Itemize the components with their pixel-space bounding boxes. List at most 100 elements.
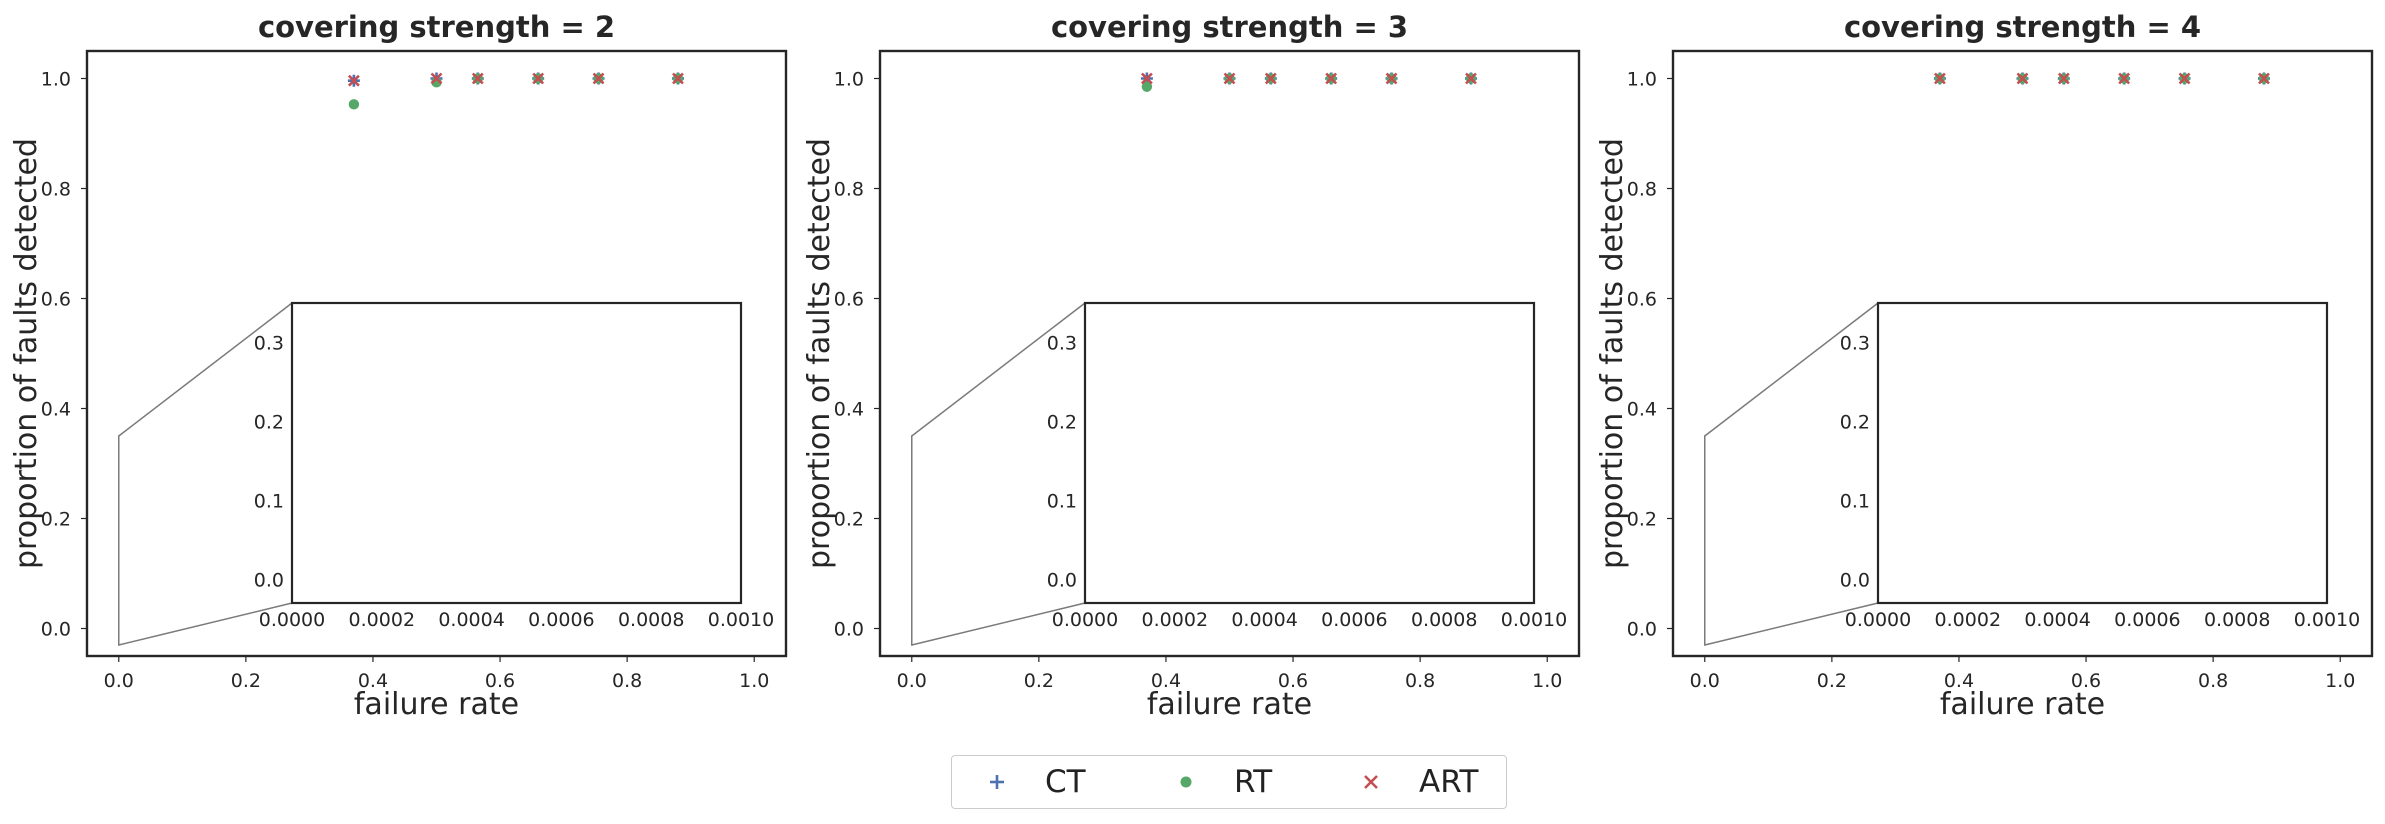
inset-y-tick-label: 0.3 xyxy=(1047,332,1077,354)
panel-title: covering strength = 4 xyxy=(1844,10,2201,44)
inset-frame xyxy=(1876,301,2329,605)
point-art xyxy=(2258,72,2270,85)
inset-y-tick-label: 0.1 xyxy=(1047,490,1077,512)
inset-x-tick-label: 0.0010 xyxy=(708,609,774,631)
plot-frame xyxy=(1671,49,2374,658)
inset-frame xyxy=(290,301,743,605)
point-rt xyxy=(348,99,360,110)
inset-y-tick-label: 0.3 xyxy=(1840,332,1870,354)
plot-frame xyxy=(85,49,788,658)
zoom-connector-top xyxy=(1704,302,1879,437)
inset-x-tick-label: 0.0000 xyxy=(1845,609,1911,631)
x-tick-label: 1.0 xyxy=(2325,670,2355,692)
inset-x-tick-label: 0.0000 xyxy=(1052,609,1118,631)
y-tick-label: 0.8 xyxy=(41,179,71,201)
x-tick-label: 0.2 xyxy=(1817,670,1847,692)
point-art xyxy=(2016,72,2029,85)
inset-y-tick-label: 0.2 xyxy=(1840,411,1870,433)
x-axis-label: failure rate xyxy=(1147,687,1312,722)
point-art xyxy=(347,74,360,87)
inset-y-tick-label: 0.0 xyxy=(1840,569,1870,591)
inset-x-tick-label: 0.0008 xyxy=(618,609,684,631)
zoom-connector-bottom xyxy=(118,602,293,646)
y-axis-label: proportion of faults detected xyxy=(1595,138,1630,569)
inset-axes: 0.0000 0.0002 0.0004 0.0006 0.0008 0.0010 0.0 0… xyxy=(1840,301,2360,631)
zoom-connector-top xyxy=(118,302,293,437)
inset-x-tick-label: 0.0004 xyxy=(2024,609,2090,631)
inset-x-tick-label: 0.0004 xyxy=(1231,609,1297,631)
point-art xyxy=(1385,72,1398,85)
y-tick-label: 0.4 xyxy=(41,399,71,421)
x-tick-label: 1.0 xyxy=(739,670,769,692)
x-tick-label: 0.4 xyxy=(358,670,388,692)
x-tick-label: 1.0 xyxy=(1532,670,1562,692)
inset-y-tick-label: 0.2 xyxy=(1047,411,1077,433)
panel-title: covering strength = 3 xyxy=(1051,10,1408,44)
inset-y-tick-label: 0.1 xyxy=(1840,490,1870,512)
y-axis-label: proportion of faults detected xyxy=(802,138,837,569)
zoom-region-box xyxy=(911,435,913,646)
inset-y-tick-label: 0.2 xyxy=(254,411,284,433)
inset-x-tick-label: 0.0002 xyxy=(1935,609,2001,631)
x-tick-label: 0.8 xyxy=(2198,670,2228,692)
legend-label-art: ART xyxy=(1419,764,1479,800)
panel-2: covering strength = 3 0.0 0.2 0.4 0.6 0.8 1.0 0… xyxy=(802,10,1581,722)
y-tick-label: 0.6 xyxy=(1627,289,1657,311)
inset-y-tick-label: 0.1 xyxy=(254,490,284,512)
x-tick-label: 0.2 xyxy=(231,670,261,692)
inset-x-tick-label: 0.0006 xyxy=(2114,609,2180,631)
x-tick-label: 0.8 xyxy=(612,670,642,692)
legend-label-ct: CT xyxy=(1045,764,1086,800)
point-art xyxy=(1325,72,1338,85)
point-art xyxy=(2057,72,2070,85)
y-tick-label: 0.0 xyxy=(1627,619,1657,641)
x-tick-label: 0.6 xyxy=(485,670,515,692)
x-tick-label: 0.6 xyxy=(1278,670,1308,692)
panel-1: covering strength = 2 0.0 0.2 0.4 0.6 0.8 1.0 0… xyxy=(9,10,788,722)
y-tick-label: 0.2 xyxy=(1627,509,1657,531)
y-tick-label: 1.0 xyxy=(1627,69,1657,91)
inset-y-tick-label: 0.0 xyxy=(254,569,284,591)
inset-x-tick-label: 0.0006 xyxy=(528,609,594,631)
y-tick-label: 1.0 xyxy=(834,69,864,91)
legend: CT RT ART xyxy=(951,755,1507,809)
x-tick-label: 0.0 xyxy=(104,670,134,692)
inset-y-tick-label: 0.0 xyxy=(1047,569,1077,591)
point-art xyxy=(2178,72,2191,85)
x-axis-label: failure rate xyxy=(354,687,519,722)
zoom-connector-bottom xyxy=(911,602,1086,646)
legend-marker-rt xyxy=(1180,776,1192,788)
x-tick-label: 0.2 xyxy=(1024,670,1054,692)
plot-frame xyxy=(878,49,1581,658)
zoom-region-box xyxy=(1704,435,1706,646)
point-art xyxy=(2118,72,2131,85)
point-art xyxy=(1933,72,1946,85)
point-art xyxy=(1140,72,1153,85)
panel-title: covering strength = 2 xyxy=(258,10,615,44)
legend-label-rt: RT xyxy=(1234,764,1273,800)
inset-axes: 0.0000 0.0002 0.0004 0.0006 0.0008 0.0010 0.0 0… xyxy=(1047,301,1567,631)
zoom-connector-bottom xyxy=(1704,602,1879,646)
x-tick-label: 0.4 xyxy=(1944,670,1974,692)
point-art xyxy=(1223,72,1236,85)
y-tick-label: 0.0 xyxy=(834,619,864,641)
legend-marker-art xyxy=(1364,775,1378,789)
y-tick-label: 1.0 xyxy=(41,69,71,91)
point-art xyxy=(471,72,484,85)
y-tick-label: 0.2 xyxy=(834,509,864,531)
legend-item-art: ART xyxy=(1361,756,1478,808)
legend-item-rt: RT xyxy=(1176,756,1272,808)
zoom-connector-top xyxy=(911,302,1086,437)
y-tick-label: 0.6 xyxy=(834,289,864,311)
point-art xyxy=(532,72,545,85)
x-tick-label: 0.0 xyxy=(897,670,927,692)
y-tick-label: 0.4 xyxy=(834,399,864,421)
legend-item-ct: CT xyxy=(987,756,1086,808)
point-art xyxy=(1264,72,1277,85)
inset-x-tick-label: 0.0002 xyxy=(349,609,415,631)
y-tick-label: 0.4 xyxy=(1627,399,1657,421)
inset-x-tick-label: 0.0002 xyxy=(1142,609,1208,631)
inset-x-tick-label: 0.0000 xyxy=(259,609,325,631)
x-tick-label: 0.4 xyxy=(1151,670,1181,692)
